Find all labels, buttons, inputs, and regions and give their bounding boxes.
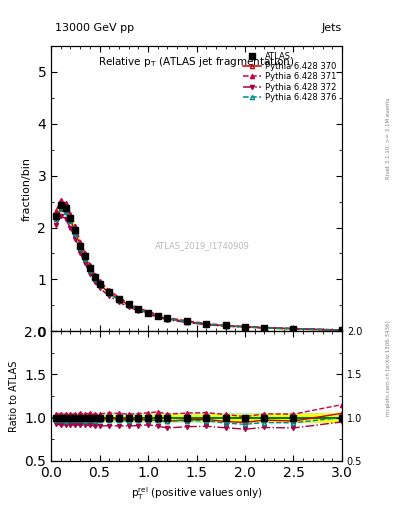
Text: Jets: Jets [321, 23, 342, 33]
Text: mcplots.cern.ch [arXiv:1306.3436]: mcplots.cern.ch [arXiv:1306.3436] [386, 321, 391, 416]
Text: Relative $p_{T}$ (ATLAS jet fragmentation): Relative $p_{T}$ (ATLAS jet fragmentatio… [98, 55, 295, 69]
Y-axis label: Ratio to ATLAS: Ratio to ATLAS [9, 360, 19, 432]
Text: 13000 GeV pp: 13000 GeV pp [55, 23, 134, 33]
X-axis label: $p_{\mathrm{T}}^{\mathrm{rel}}$ (positive values only): $p_{\mathrm{T}}^{\mathrm{rel}}$ (positiv… [130, 485, 263, 502]
Legend: ATLAS, Pythia 6.428 370, Pythia 6.428 371, Pythia 6.428 372, Pythia 6.428 376: ATLAS, Pythia 6.428 370, Pythia 6.428 37… [241, 50, 338, 103]
Text: Rivet 3.1.10, >= 3.1M events: Rivet 3.1.10, >= 3.1M events [386, 98, 391, 179]
Text: ATLAS_2019_I1740909: ATLAS_2019_I1740909 [155, 241, 250, 250]
Y-axis label: fraction/bin: fraction/bin [22, 157, 32, 221]
